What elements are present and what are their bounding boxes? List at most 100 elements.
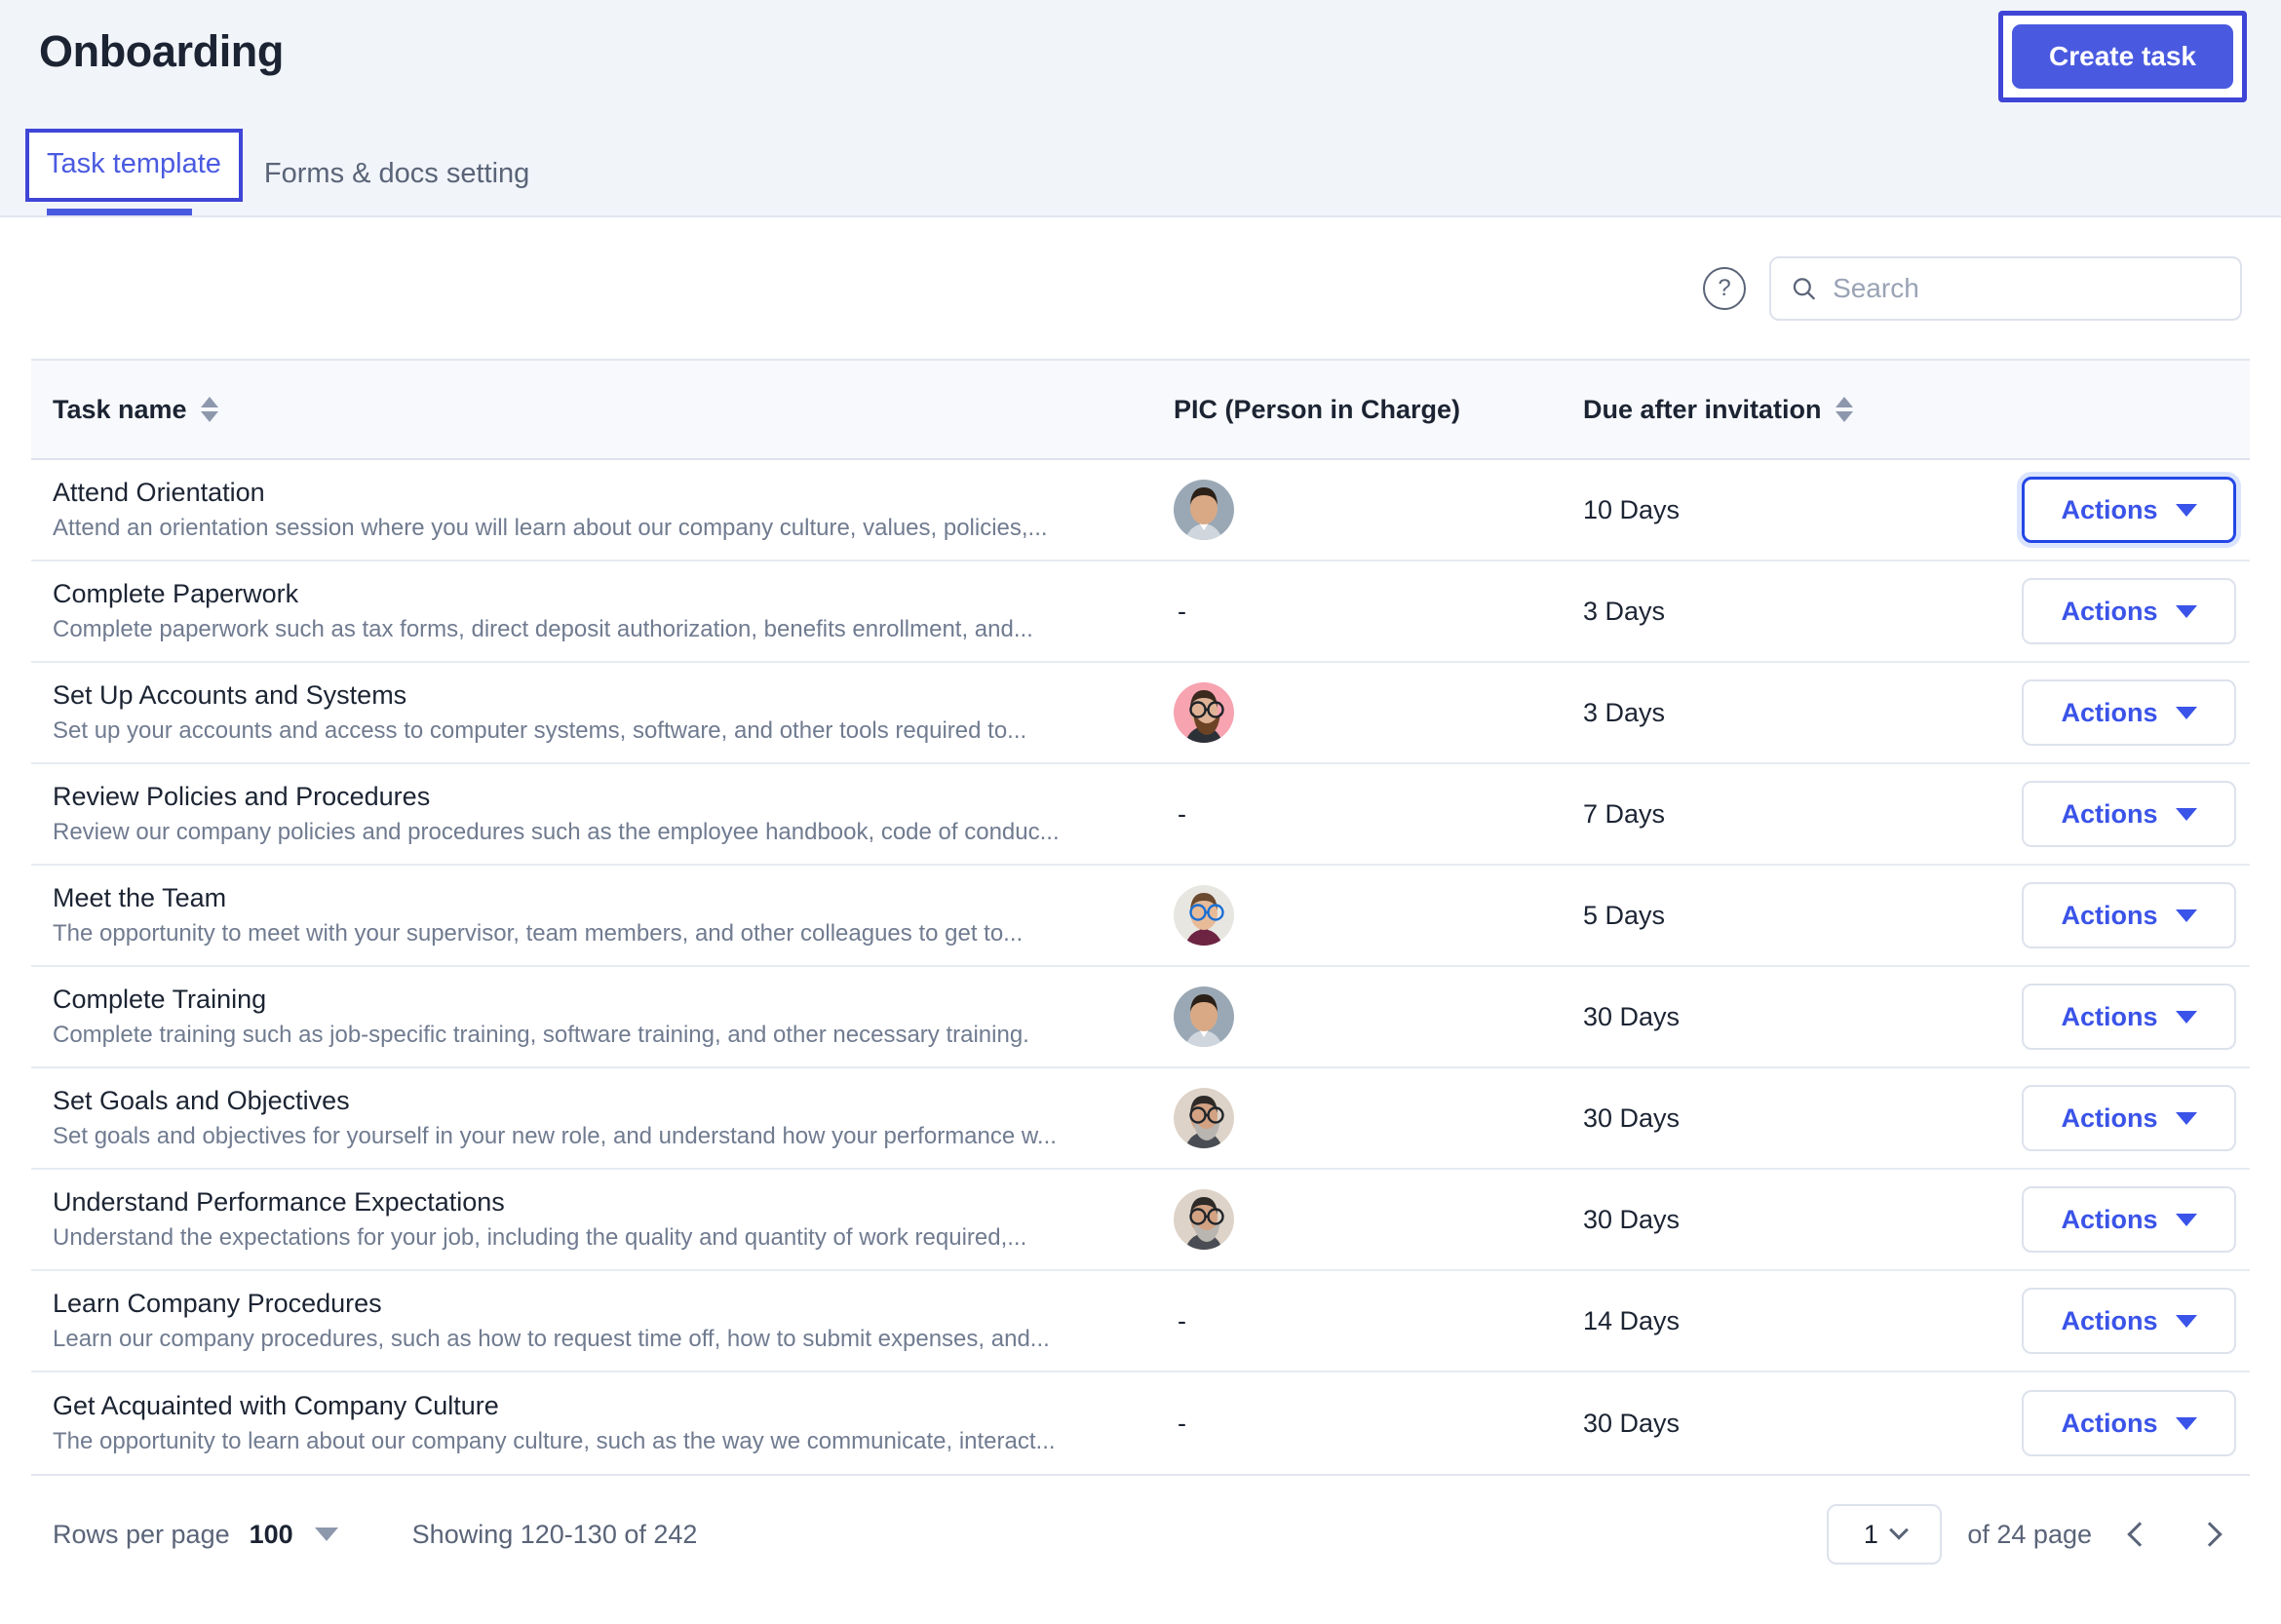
search-box[interactable] [1769,255,2242,321]
task-name[interactable]: Complete Paperwork [53,579,299,609]
cell-task-name: Get Acquainted with Company Culture The o… [31,1391,1174,1455]
chevron-down-icon [2175,604,2197,618]
cell-actions: Actions [1934,679,2250,746]
cell-actions: Actions [1934,984,2250,1050]
cell-actions: Actions [1934,882,2250,948]
create-task-button[interactable]: Create task [2012,24,2233,89]
chevron-right-icon[interactable] [2187,1512,2232,1557]
task-name[interactable]: Set Up Accounts and Systems [53,680,407,711]
chevron-down-icon [2175,1416,2197,1430]
actions-button-label: Actions [2061,900,2158,930]
pic-empty-value: - [1178,1408,1186,1438]
task-name[interactable]: Meet the Team [53,883,227,913]
table-row[interactable]: Review Policies and Procedures Review our… [31,764,2250,866]
cell-task-name: Understand Performance Expectations Under… [31,1187,1174,1252]
pic-empty-value: - [1178,798,1186,829]
table-row[interactable]: Understand Performance Expectations Under… [31,1170,2250,1271]
chevron-down-icon [1888,1520,1909,1540]
chevron-left-icon[interactable] [2117,1512,2162,1557]
task-name[interactable]: Understand Performance Expectations [53,1187,505,1218]
tab-bar: Task template Forms & docs setting [21,129,551,215]
search-input[interactable] [1833,272,2221,304]
cell-pic [1174,480,1583,540]
task-template-table: Task name PIC (Person in Charge) Due aft… [31,359,2250,1476]
page-select-value: 1 [1863,1519,1878,1549]
table-row[interactable]: Meet the Team The opportunity to meet wit… [31,866,2250,967]
rows-per-page-value[interactable]: 100 [249,1519,293,1549]
page-select[interactable]: 1 [1827,1504,1943,1565]
cell-pic [1174,682,1583,743]
pic-empty-value: - [1178,596,1186,626]
column-header-task-name[interactable]: Task name [31,395,1174,425]
task-description: Review our company policies and procedur… [53,819,1060,846]
chevron-down-icon [2175,1213,2197,1226]
actions-button[interactable]: Actions [2022,578,2236,644]
avatar [1174,885,1234,946]
tab-task-template[interactable]: Task template [25,129,243,202]
table-row[interactable]: Complete Paperwork Complete paperwork suc… [31,561,2250,663]
cell-due-after-invitation: 7 Days [1583,798,1666,829]
actions-button-label: Actions [2061,1204,2158,1234]
pic-empty-value: - [1178,1305,1186,1335]
sort-due-icon[interactable] [1835,397,1853,422]
cell-pic [1174,1189,1583,1250]
actions-button[interactable]: Actions [2022,477,2236,543]
table-row[interactable]: Set Up Accounts and Systems Set up your a… [31,663,2250,764]
column-header-due[interactable]: Due after invitation [1583,395,1934,425]
actions-button[interactable]: Actions [2022,882,2236,948]
avatar [1174,682,1234,743]
column-header-task-name-label: Task name [53,394,187,424]
column-header-due-label: Due after invitation [1583,394,1822,424]
cell-task-name: Learn Company Procedures Learn our compan… [31,1289,1174,1353]
cell-due-after-invitation: 30 Days [1583,1001,1681,1031]
cell-task-name: Set Goals and Objectives Set goals and ob… [31,1086,1174,1150]
actions-button[interactable]: Actions [2022,1085,2236,1151]
table-row[interactable]: Attend Orientation Attend an orientation … [31,460,2250,561]
task-name[interactable]: Complete Training [53,985,267,1015]
active-tab-indicator [47,209,192,215]
task-name[interactable]: Attend Orientation [53,478,265,508]
task-name[interactable]: Learn Company Procedures [53,1289,382,1319]
cell-task-name: Review Policies and Procedures Review our… [31,782,1174,846]
actions-button[interactable]: Actions [2022,1390,2236,1456]
cell-pic [1174,1088,1583,1148]
table-row[interactable]: Learn Company Procedures Learn our compan… [31,1271,2250,1373]
task-description: Complete training such as job-specific t… [53,1022,1029,1049]
chevron-down-icon [2175,807,2197,821]
showing-range-text: Showing 120-130 of 242 [411,1519,698,1549]
cell-task-name: Meet the Team The opportunity to meet wit… [31,883,1174,947]
task-name[interactable]: Review Policies and Procedures [53,782,431,812]
cell-pic [1174,986,1583,1047]
task-description: Set up your accounts and access to compu… [53,717,1027,745]
help-circle-icon[interactable]: ? [1703,266,1746,310]
cell-task-name: Complete Paperwork Complete paperwork suc… [31,579,1174,643]
task-name[interactable]: Get Acquainted with Company Culture [53,1391,499,1421]
cell-actions: Actions [1934,578,2250,644]
cell-actions: Actions [1934,781,2250,847]
actions-button[interactable]: Actions [2022,1186,2236,1253]
actions-button-label: Actions [2061,1001,2158,1031]
cell-actions: Actions [1934,1288,2250,1354]
avatar [1174,480,1234,540]
tab-forms-docs-setting[interactable]: Forms & docs setting [263,158,530,189]
table-row[interactable]: Get Acquainted with Company Culture The o… [31,1373,2250,1474]
rows-per-page-chevron-down-icon[interactable] [314,1527,338,1541]
table-row[interactable]: Complete Training Complete training such … [31,967,2250,1068]
table-row[interactable]: Set Goals and Objectives Set goals and ob… [31,1068,2250,1170]
actions-button-label: Actions [2061,1408,2158,1438]
column-header-pic: PIC (Person in Charge) [1174,395,1583,425]
sort-task-name-icon[interactable] [200,397,218,422]
actions-button-label: Actions [2061,1305,2158,1335]
chevron-down-icon [2175,1010,2197,1024]
actions-button[interactable]: Actions [2022,781,2236,847]
actions-button[interactable]: Actions [2022,984,2236,1050]
cell-task-name: Set Up Accounts and Systems Set up your a… [31,680,1174,745]
cell-actions: Actions [1934,1390,2250,1456]
footer-right-group: 1 of 24 page [1827,1504,2232,1565]
task-description: The opportunity to learn about our compa… [53,1428,1056,1455]
cell-pic: - [1174,1306,1583,1336]
actions-button[interactable]: Actions [2022,1288,2236,1354]
task-name[interactable]: Set Goals and Objectives [53,1086,350,1116]
cell-actions: Actions [1934,1085,2250,1151]
actions-button[interactable]: Actions [2022,679,2236,746]
